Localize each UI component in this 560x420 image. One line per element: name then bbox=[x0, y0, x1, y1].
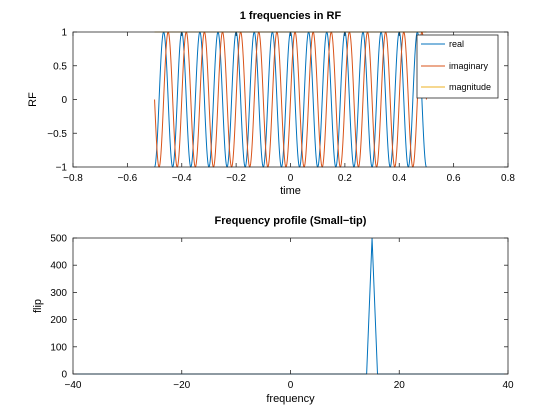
rf-subplot: 1 frequencies in RF −0.8 −0.6 −0.4 −0.2 0 0.2… bbox=[27, 10, 515, 197]
frequency-profile-y-tick-label: 300 bbox=[50, 288, 67, 299]
rf-x-tick-label: −0.2 bbox=[226, 173, 246, 184]
legend-label-imaginary: imaginary bbox=[449, 61, 489, 71]
frequency-profile-y-label: flip bbox=[32, 299, 44, 313]
legend-label-real: real bbox=[449, 39, 464, 49]
rf-x-tick-label: 0.8 bbox=[501, 173, 515, 184]
frequency-profile-subplot: Frequency profile (Small−tip) −40 −20 0 20 4… bbox=[32, 215, 514, 405]
rf-y-ticks: −1 −0.5 0 0.5 1 bbox=[47, 28, 508, 174]
frequency-profile-title: Frequency profile (Small−tip) bbox=[215, 215, 367, 227]
frequency-profile-x-tick-label: 40 bbox=[502, 380, 514, 391]
rf-x-tick-label: 0 bbox=[288, 173, 294, 184]
rf-x-tick-label: 0.2 bbox=[338, 173, 352, 184]
frequency-profile-x-tick-label: −40 bbox=[65, 380, 82, 391]
frequency-profile-x-tick-label: 0 bbox=[288, 380, 294, 391]
frequency-profile-x-tick-label: 20 bbox=[394, 380, 406, 391]
frequency-profile-y-ticks: 0 100 200 300 400 500 bbox=[50, 234, 508, 381]
frequency-profile-x-ticks: −40 −20 0 20 40 bbox=[65, 238, 514, 391]
rf-lines bbox=[154, 31, 427, 168]
frequency-profile-y-tick-label: 400 bbox=[50, 261, 67, 272]
frequency-profile-axes-box bbox=[72, 237, 509, 375]
rf-y-tick-label: 0.5 bbox=[53, 61, 67, 72]
rf-x-tick-label: −0.6 bbox=[118, 173, 138, 184]
frequency-profile-y-tick-label: 200 bbox=[50, 315, 67, 326]
rf-x-label: time bbox=[280, 185, 301, 197]
rf-x-tick-label: 0.6 bbox=[447, 173, 461, 184]
rf-y-tick-label: 0 bbox=[61, 95, 67, 106]
frequency-profile-y-tick-label: 0 bbox=[61, 370, 67, 381]
frequency-profile-lines bbox=[73, 237, 508, 375]
frequency-profile-y-tick-label: 100 bbox=[50, 342, 67, 353]
frequency-profile-x-label: frequency bbox=[266, 393, 315, 405]
rf-x-ticks: −0.8 −0.6 −0.4 −0.2 0 0.2 0.4 0.6 0.8 bbox=[63, 32, 515, 184]
series-line-flip bbox=[73, 237, 508, 375]
rf-x-tick-label: 0.4 bbox=[392, 173, 406, 184]
rf-title: 1 frequencies in RF bbox=[240, 10, 342, 22]
rf-y-tick-label: −0.5 bbox=[47, 129, 67, 140]
rf-legend: real imaginary magnitude bbox=[416, 34, 499, 99]
rf-y-tick-label: 1 bbox=[61, 28, 67, 39]
rf-x-tick-label: −0.8 bbox=[63, 173, 83, 184]
series-line-imaginary bbox=[154, 31, 427, 168]
rf-y-label: RF bbox=[27, 92, 39, 107]
rf-x-tick-label: −0.4 bbox=[172, 173, 192, 184]
legend-label-magnitude: magnitude bbox=[449, 82, 491, 92]
rf-y-tick-label: −1 bbox=[56, 163, 68, 174]
frequency-profile-x-tick-label: −20 bbox=[173, 380, 190, 391]
frequency-profile-y-tick-label: 500 bbox=[50, 234, 67, 245]
